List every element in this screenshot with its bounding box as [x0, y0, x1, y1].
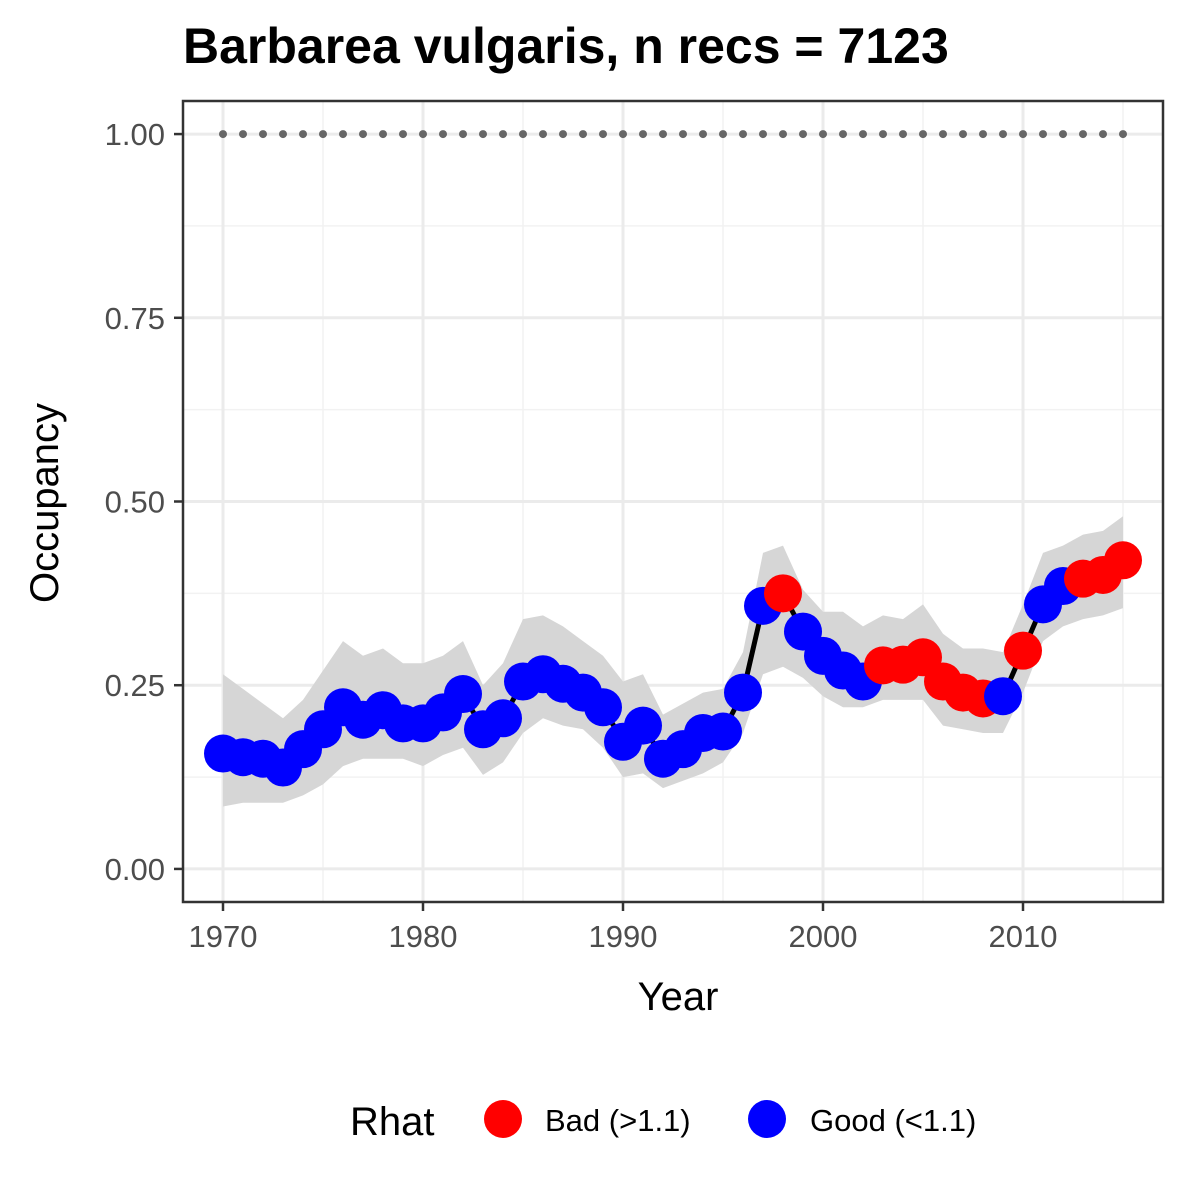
- legend-key-good: [748, 1100, 786, 1138]
- reference-dot: [699, 130, 707, 139]
- reference-dot: [779, 130, 787, 139]
- data-point-good: [584, 688, 622, 727]
- reference-dot: [859, 130, 867, 139]
- reference-dot: [259, 130, 267, 139]
- x-tick-label: 1970: [189, 919, 258, 954]
- reference-dot: [1039, 130, 1047, 139]
- reference-dot: [959, 130, 967, 139]
- reference-dot: [539, 130, 547, 139]
- reference-dot: [979, 130, 987, 139]
- reference-dot: [999, 130, 1007, 139]
- reference-dot: [659, 130, 667, 139]
- reference-dot: [899, 130, 907, 139]
- reference-dot: [399, 130, 407, 139]
- reference-dot: [1119, 130, 1127, 139]
- reference-dot: [599, 130, 607, 139]
- x-tick-label: 2000: [789, 919, 858, 954]
- reference-dot: [799, 130, 807, 139]
- legend-label-bad: Bad (>1.1): [545, 1103, 691, 1138]
- data-point-good: [704, 712, 742, 751]
- data-point-bad: [1104, 541, 1142, 580]
- x-tick-label: 2010: [989, 919, 1058, 954]
- reference-dot: [819, 130, 827, 139]
- reference-dot: [679, 130, 687, 139]
- y-tick-label: 0.50: [105, 485, 165, 520]
- data-point-good: [444, 675, 482, 714]
- reference-dot: [459, 130, 467, 139]
- reference-dot: [299, 130, 307, 139]
- reference-dot: [939, 130, 947, 139]
- legend-label-good: Good (<1.1): [810, 1103, 976, 1138]
- reference-dot: [759, 130, 767, 139]
- reference-dot: [339, 130, 347, 139]
- reference-dot: [879, 130, 887, 139]
- reference-dot: [499, 130, 507, 139]
- y-tick-label: 1.00: [105, 117, 165, 152]
- data-point-good: [484, 699, 522, 738]
- reference-dot: [279, 130, 287, 139]
- x-tick-label: 1980: [389, 919, 458, 954]
- axes: 0.00 0.25 0.50 0.75 1.00 1970 1980 1990 2000 2010: [105, 99, 1165, 954]
- reference-dot: [419, 130, 427, 139]
- reference-dot: [439, 130, 447, 139]
- reference-dot: [739, 130, 747, 139]
- reference-dot: [379, 130, 387, 139]
- reference-dot: [1019, 130, 1027, 139]
- data-point-good: [724, 673, 762, 712]
- reference-dot: [479, 130, 487, 139]
- reference-dot: [1059, 130, 1067, 139]
- y-tick-label: 0.75: [105, 301, 165, 336]
- reference-dot: [619, 130, 627, 139]
- reference-dot: [639, 130, 647, 139]
- x-tick-label: 1990: [589, 919, 658, 954]
- y-tick-label: 0.25: [105, 668, 165, 703]
- legend-key-bad: [484, 1100, 522, 1138]
- data-point-bad: [1004, 631, 1042, 670]
- reference-dot: [1079, 130, 1087, 139]
- y-axis-title: Occupancy: [23, 403, 67, 603]
- reference-dot: [919, 130, 927, 139]
- data-point-good: [624, 706, 662, 745]
- x-axis-title: Year: [638, 975, 719, 1019]
- data-point-good: [984, 677, 1022, 716]
- reference-dot: [579, 130, 587, 139]
- reference-dot: [719, 130, 727, 139]
- reference-dot: [359, 130, 367, 139]
- reference-dot: [519, 130, 527, 139]
- data-point-bad: [764, 574, 802, 613]
- chart-title: Barbarea vulgaris, n recs = 7123: [183, 18, 949, 74]
- y-tick-label: 0.00: [105, 852, 165, 887]
- reference-dot: [839, 130, 847, 139]
- legend-title: Rhat: [350, 1100, 435, 1144]
- legend: Rhat Bad (>1.1) Good (<1.1): [350, 1100, 976, 1144]
- reference-dot: [559, 130, 567, 139]
- reference-dot: [319, 130, 327, 139]
- reference-dot: [219, 130, 227, 139]
- plot-area: [183, 101, 1163, 902]
- credible-interval-ribbon: [223, 516, 1123, 807]
- reference-dot: [1099, 130, 1107, 139]
- reference-dot: [239, 130, 247, 139]
